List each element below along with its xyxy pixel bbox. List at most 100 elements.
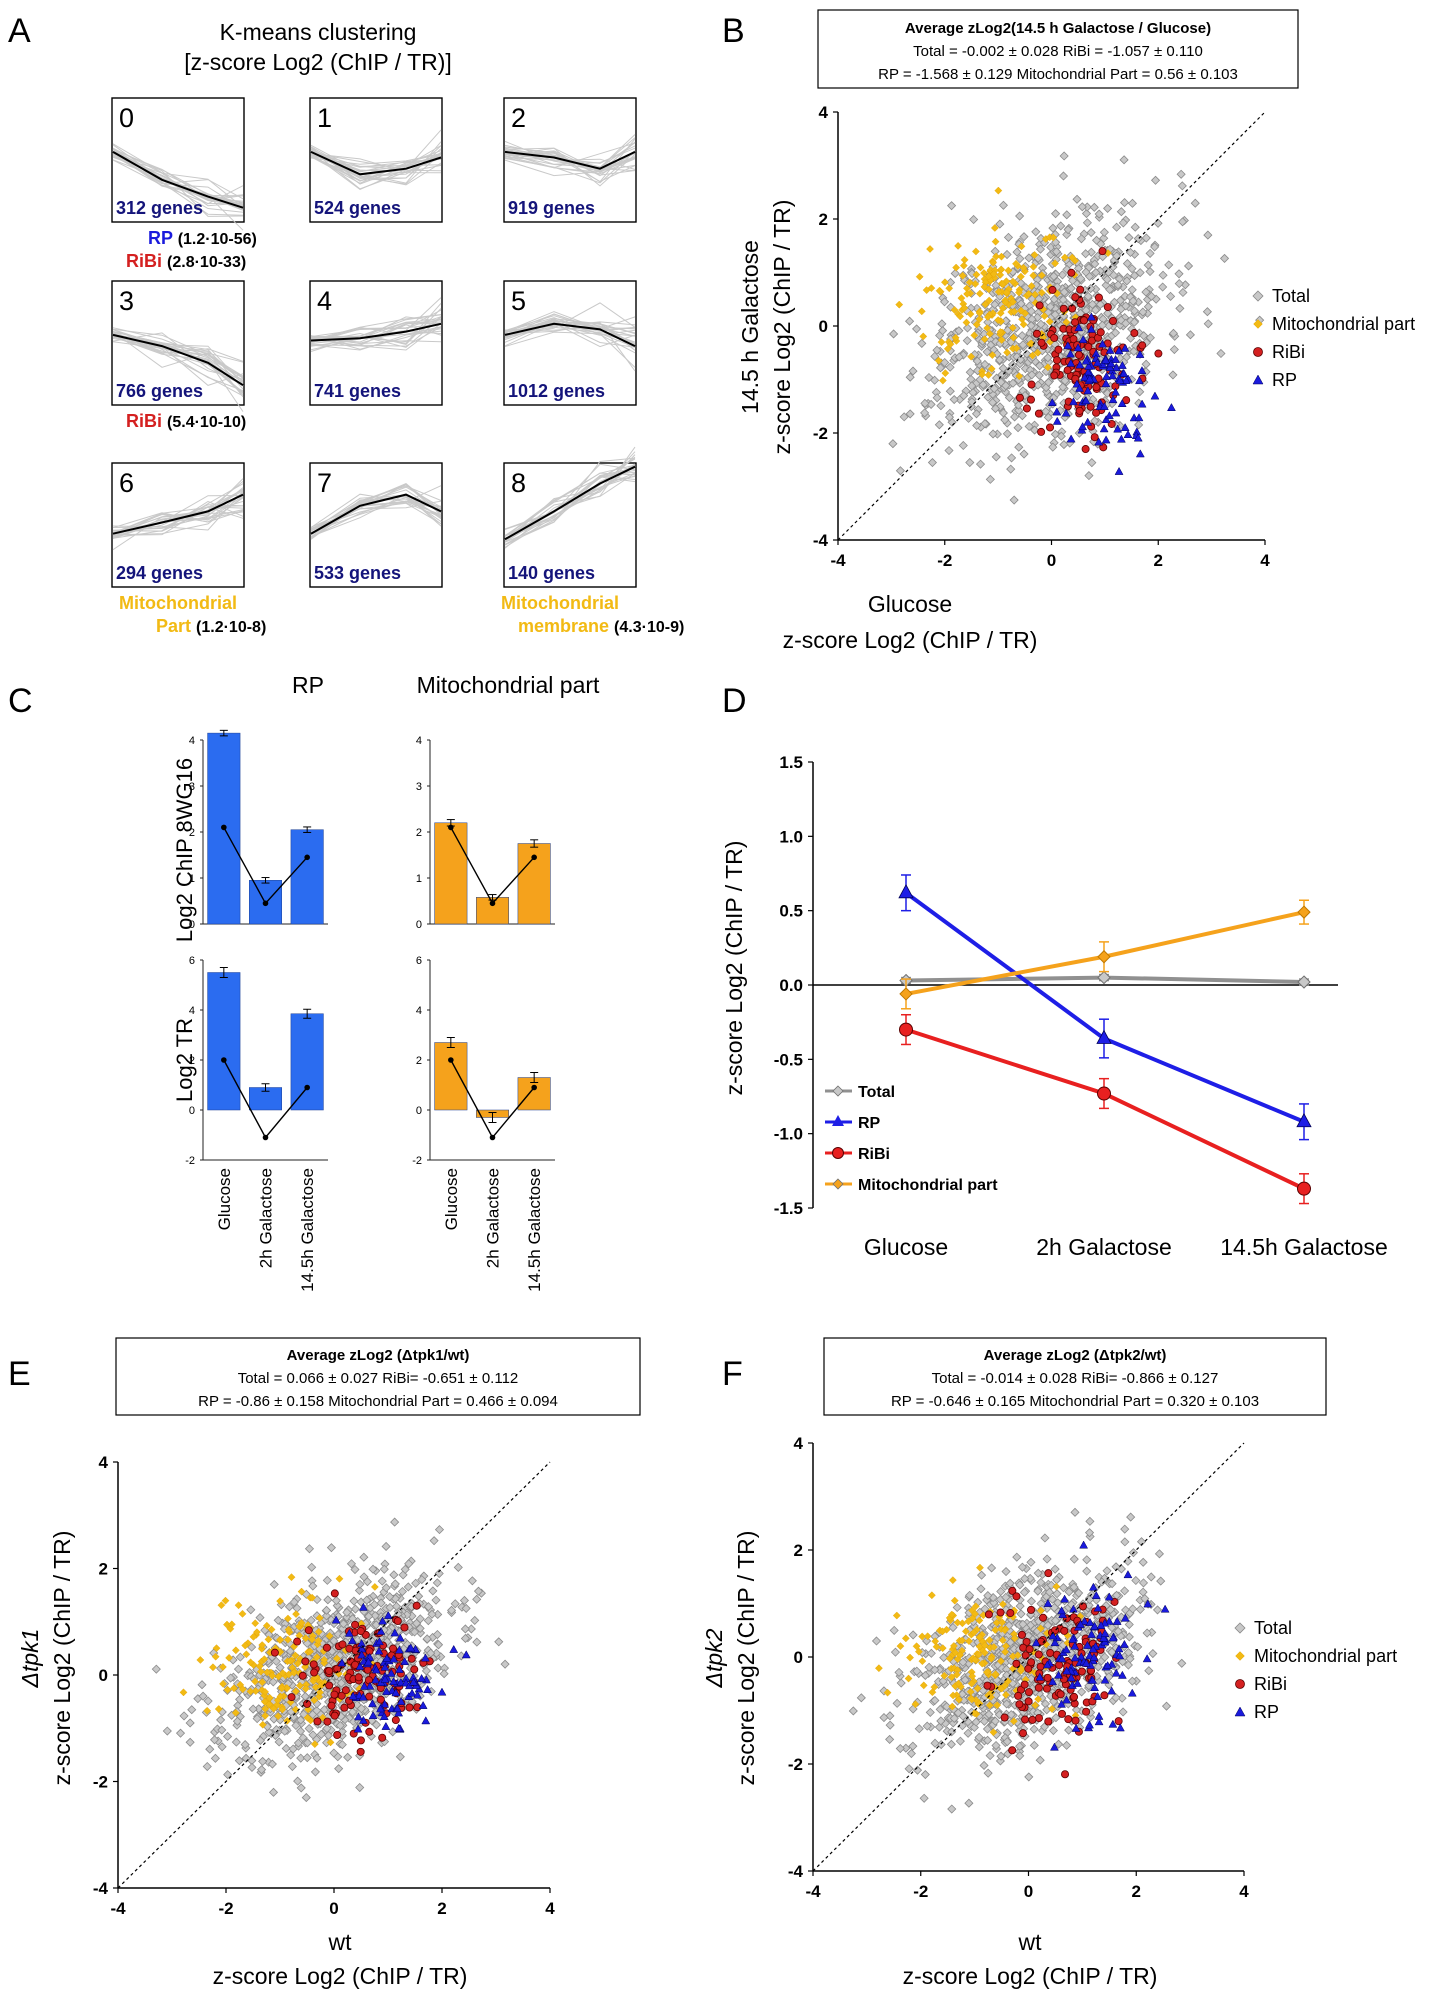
- data-point: [966, 310, 975, 318]
- cluster-profile-line: [504, 319, 636, 348]
- data-point: [1051, 209, 1061, 219]
- x-category-label: Glucose: [864, 1234, 948, 1260]
- y-tick-label: 0.5: [779, 902, 803, 921]
- overlay-point: [448, 824, 454, 831]
- data-point: [293, 1637, 302, 1646]
- data-point: [1051, 247, 1062, 257]
- data-point: [356, 1736, 365, 1745]
- data-point: [1027, 380, 1036, 389]
- data-point: [175, 1728, 186, 1738]
- data-point: [1059, 287, 1069, 297]
- data-point: [1118, 1707, 1128, 1717]
- panel-f-scatter: Average zLog2 (Δtpk2/wt) Total = -0.014 …: [701, 1337, 1397, 1989]
- data-point: [1028, 1715, 1037, 1724]
- data-point: [344, 1713, 354, 1723]
- data-point: [1034, 370, 1044, 380]
- data-point: [410, 1665, 419, 1674]
- data-point: [1048, 442, 1058, 452]
- data-point: [1086, 312, 1096, 321]
- data-point: [1098, 339, 1107, 348]
- cluster-number: 6: [119, 468, 134, 498]
- data-point: [1026, 1596, 1037, 1606]
- data-point: [956, 312, 965, 321]
- data-point: [1001, 381, 1011, 391]
- data-point: [985, 474, 995, 484]
- data-point: [1167, 403, 1176, 411]
- data-point: [1032, 329, 1041, 338]
- data-point: [1078, 335, 1088, 344]
- data-point: [1090, 433, 1099, 442]
- data-point: [1000, 415, 1010, 425]
- data-point: [1075, 383, 1084, 392]
- data-point: [1097, 1086, 1111, 1101]
- data-point: [1141, 287, 1151, 297]
- data-point: [234, 1601, 243, 1610]
- data-point: [934, 356, 943, 365]
- data-point: [997, 336, 1006, 344]
- data-point: [946, 302, 956, 312]
- data-point: [980, 335, 989, 344]
- data-point: [1044, 1717, 1053, 1726]
- data-point: [1160, 1604, 1170, 1613]
- cluster-profile-line: [310, 326, 442, 347]
- panel-c-ylabel-top: Log2 ChIP 8WG16: [172, 758, 197, 942]
- data-point: [1119, 1639, 1129, 1648]
- data-point: [162, 1726, 172, 1736]
- data-point: [1128, 296, 1138, 306]
- data-point: [1141, 233, 1151, 243]
- data-point: [1297, 975, 1311, 989]
- annotation-line: RiBi (5.4·10-10): [126, 411, 246, 431]
- legend-label: RiBi: [1272, 342, 1305, 362]
- overlay-point: [304, 1084, 310, 1091]
- data-point: [296, 1715, 306, 1725]
- data-point: [1101, 379, 1111, 388]
- cluster-number: 4: [317, 286, 332, 316]
- data-point: [251, 1619, 260, 1628]
- data-point: [1015, 393, 1024, 402]
- panel-b-ylabel2: z-score Log2 (ChIP / TR): [769, 200, 795, 455]
- data-point: [1143, 302, 1153, 312]
- data-point: [258, 1756, 268, 1766]
- data-point: [1072, 391, 1082, 401]
- data-point: [1296, 1112, 1312, 1128]
- data-point: [1066, 358, 1076, 367]
- panel-f-ylabel2: z-score Log2 (ChIP / TR): [733, 1531, 759, 1786]
- panel-b-box-line3: RP = -1.568 ± 0.129 Mitochondrial Part =…: [878, 66, 1238, 83]
- panel-b-ylabel1: 14.5 h Galactose: [737, 240, 763, 414]
- cluster-gene-count: 524 genes: [314, 198, 401, 218]
- data-point: [1062, 1740, 1072, 1750]
- x-category-label: 14.5h Galactose: [298, 1168, 317, 1292]
- y-tick-label: 3: [416, 781, 422, 793]
- data-point: [1138, 341, 1147, 350]
- data-point: [264, 1727, 274, 1737]
- data-point: [1064, 1725, 1074, 1735]
- data-point: [1150, 175, 1161, 185]
- data-point: [1058, 382, 1068, 392]
- data-point: [1029, 262, 1038, 271]
- data-point: [1135, 387, 1145, 397]
- data-point: [975, 459, 986, 469]
- data-point: [1026, 320, 1036, 331]
- data-point: [1049, 294, 1059, 304]
- panel-c-bars: RP Mitochondrial part Log2 ChIP 8WG16 Lo…: [172, 672, 600, 1292]
- data-point: [1076, 274, 1086, 284]
- data-point: [1008, 323, 1017, 332]
- data-point: [1052, 416, 1062, 425]
- cluster-profile-line: [112, 489, 244, 534]
- data-point: [231, 1646, 240, 1655]
- data-point: [1042, 1684, 1051, 1693]
- data-point: [975, 315, 984, 324]
- data-point: [1017, 1630, 1026, 1639]
- cluster-profile-line: [310, 494, 442, 532]
- data-point: [446, 1605, 457, 1615]
- cluster-1: 1 524 genes: [309, 97, 443, 223]
- y-tick-label: 0: [416, 1105, 422, 1117]
- data-point: [1103, 203, 1113, 214]
- data-point: [1135, 349, 1145, 358]
- data-point: [1019, 1643, 1028, 1652]
- data-point: [1084, 471, 1094, 481]
- data-point: [960, 255, 969, 264]
- data-point: [1135, 268, 1145, 278]
- data-point: [1058, 171, 1069, 181]
- data-point: [1141, 359, 1151, 369]
